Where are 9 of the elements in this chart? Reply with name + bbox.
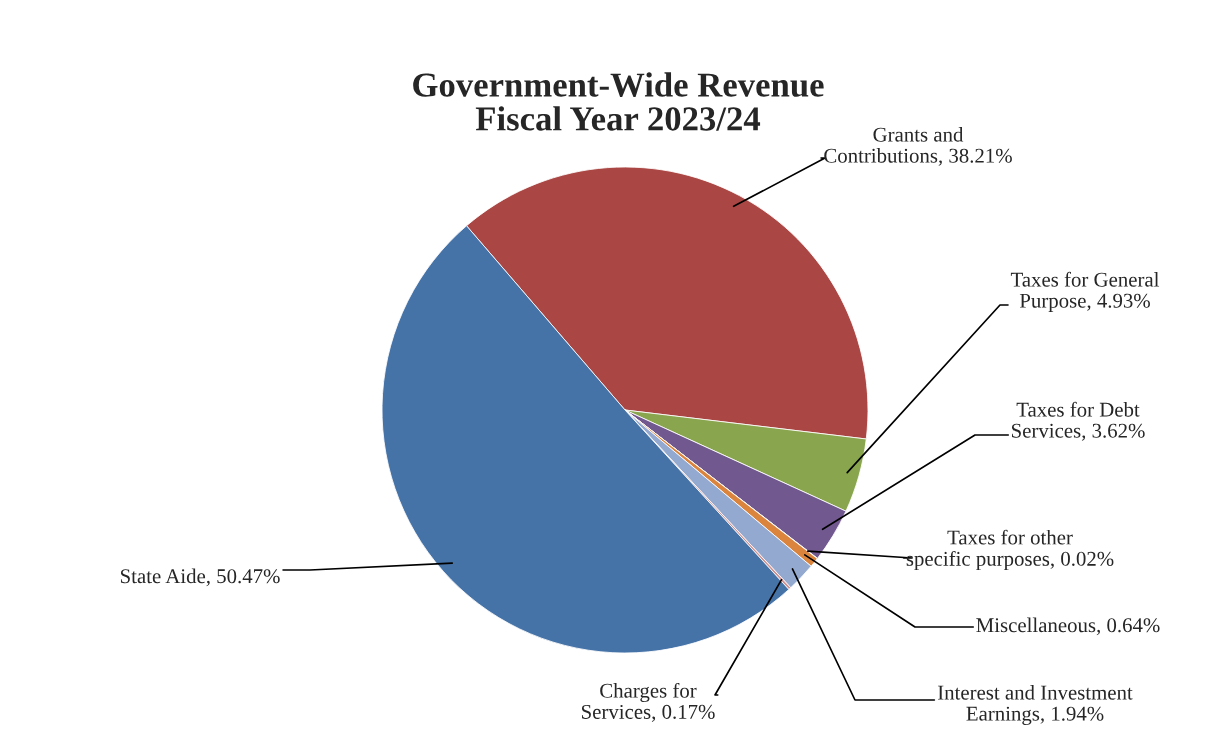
slice-label: Taxes for General Purpose, 4.93% xyxy=(1010,271,1160,312)
slice-label: Taxes for Debt Services, 3.62% xyxy=(1011,401,1145,441)
slice-label: Grants and Contributions, 38.21% xyxy=(824,127,1012,166)
slice-label: Taxes for other specific purposes, 0.02% xyxy=(906,529,1114,571)
chart-title: Government-Wide Revenue Fiscal Year 2023/24 xyxy=(413,72,824,131)
slice-label: Interest and Investment Earnings, 1.94% xyxy=(937,684,1133,726)
slice-label: State Aide, 50.47% xyxy=(120,568,280,587)
slice-label: Charges for Services, 0.17% xyxy=(581,682,715,722)
slice-label: Miscellaneous, 0.64% xyxy=(976,617,1160,636)
